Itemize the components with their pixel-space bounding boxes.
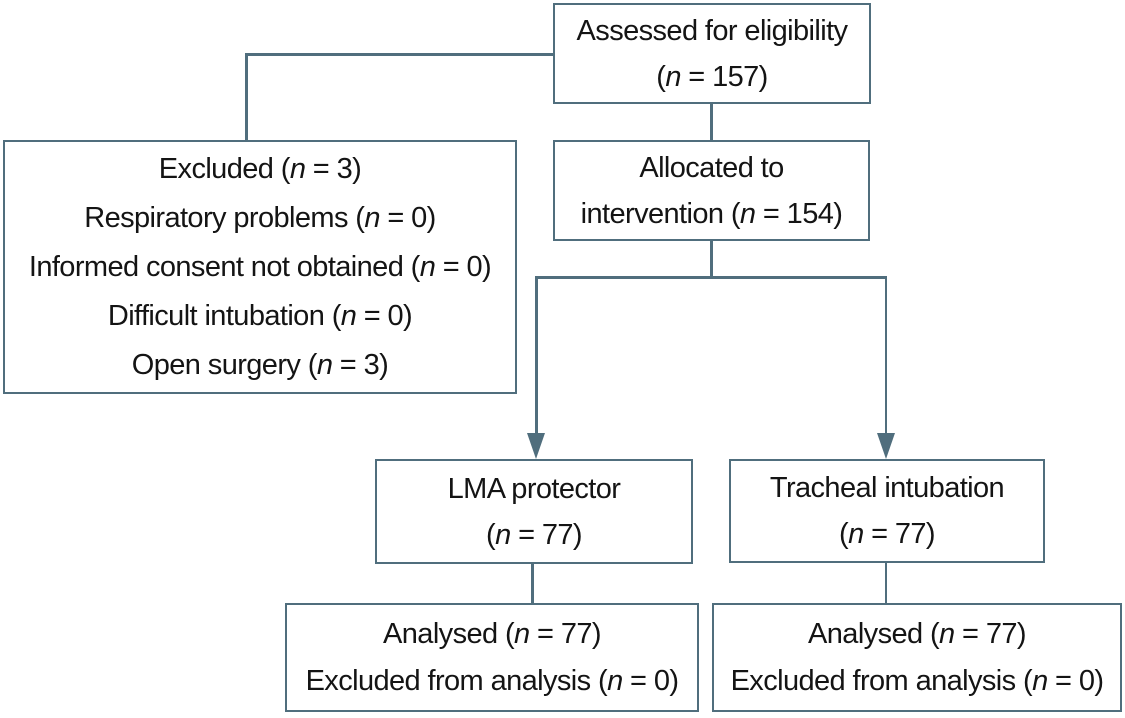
box-text-line: Informed consent not obtained (n = 0) [28, 250, 492, 283]
box-text-line: (n = 77) [486, 518, 583, 551]
box-text-line: (n = 157) [656, 60, 768, 93]
connector-allocated-down [710, 240, 713, 278]
box-text-line: Analysed (n = 77) [383, 617, 602, 650]
box-text-line: Excluded from analysis (n = 0) [305, 664, 679, 697]
box-text-line: Allocated to [639, 151, 784, 184]
box-allocated-to-intervention: Allocated to intervention (n = 154) [553, 140, 870, 241]
box-excluded: Excluded (n = 3) Respiratory problems (n… [3, 140, 517, 394]
box-text-line: (n = 77) [839, 518, 936, 550]
box-text-line: LMA protector [447, 472, 621, 505]
box-tracheal-intubation: Tracheal intubation (n = 77) [729, 459, 1045, 563]
box-text-line: Difficult intubation (n = 0) [107, 299, 413, 332]
connector-eligibility-to-excluded-horizontal [245, 53, 554, 56]
box-text-line: Excluded from analysis (n = 0) [730, 664, 1104, 697]
connector-split-to-tracheal [884, 276, 887, 435]
box-text-line: Excluded (n = 3) [158, 152, 362, 185]
connector-split-horizontal [535, 276, 887, 279]
box-text-line: Analysed (n = 77) [808, 617, 1027, 650]
arrow-down-icon [527, 433, 545, 459]
box-text-line: intervention (n = 154) [580, 197, 843, 230]
box-lma-protector: LMA protector (n = 77) [375, 459, 693, 564]
connector-eligibility-to-excluded-vertical [245, 53, 248, 141]
connector-tracheal-to-analysed [884, 562, 887, 604]
box-text-line: Assessed for eligibility [576, 14, 848, 47]
connector-assessed-to-allocated [710, 103, 713, 141]
box-text-line: Open surgery (n = 3) [131, 348, 389, 381]
arrow-down-icon [876, 433, 895, 459]
connector-lma-to-analysed [531, 563, 534, 604]
box-assessed-for-eligibility: Assessed for eligibility (n = 157) [553, 3, 871, 104]
box-text-line: Tracheal intubation [769, 472, 1005, 504]
box-analysed-lma: Analysed (n = 77) Excluded from analysis… [285, 603, 699, 712]
connector-split-to-lma [535, 276, 538, 435]
box-analysed-tracheal: Analysed (n = 77) Excluded from analysis… [712, 603, 1122, 712]
box-text-line: Respiratory problems (n = 0) [84, 201, 436, 234]
